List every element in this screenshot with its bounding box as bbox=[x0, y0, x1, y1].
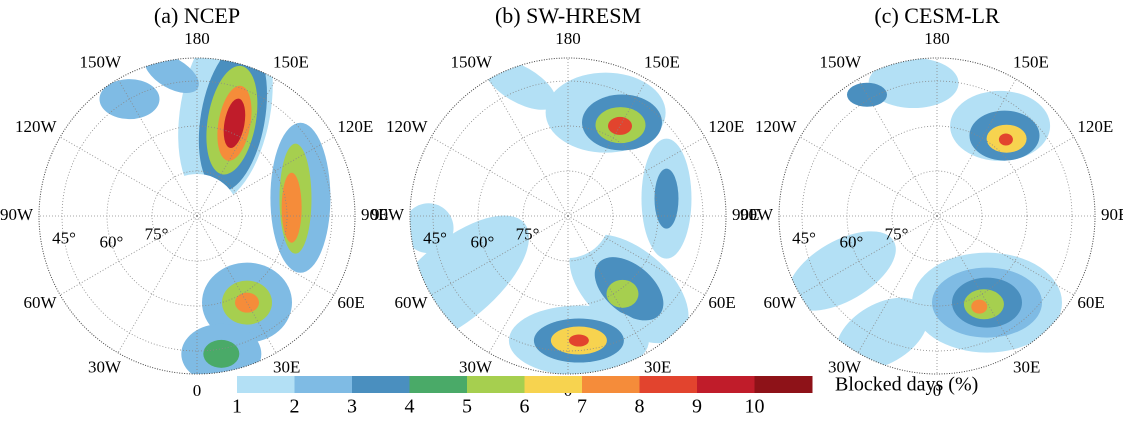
colorbar-box bbox=[352, 376, 410, 393]
longitude-label: 30E bbox=[273, 357, 300, 376]
longitude-label: 120E bbox=[337, 117, 373, 136]
longitude-label: 120W bbox=[386, 117, 429, 136]
panel-title: (c) CESM-LR bbox=[874, 3, 1000, 28]
polar-map: (a) NCEP180150E120E90E60E30E030W60W90W12… bbox=[0, 3, 388, 400]
colorbar-box bbox=[410, 376, 468, 393]
longitude-label: 60W bbox=[764, 293, 798, 312]
longitude-label: 120E bbox=[708, 117, 744, 136]
colorbar-tick-label: 8 bbox=[635, 396, 645, 418]
polar-map: (c) CESM-LR180150E120E90E60E30E030W60W90… bbox=[740, 3, 1123, 400]
longitude-label: 90W bbox=[371, 205, 405, 224]
latitude-label: 45° bbox=[52, 228, 76, 247]
panel-title: (a) NCEP bbox=[154, 3, 240, 28]
longitude-label: 150W bbox=[450, 52, 493, 71]
colorbar-tick-label: 6 bbox=[520, 396, 530, 418]
colorbar-box bbox=[467, 376, 525, 393]
longitude-label: 60E bbox=[337, 293, 364, 312]
longitude-label: 150E bbox=[1013, 52, 1049, 71]
longitude-label: 60E bbox=[708, 293, 735, 312]
longitude-label: 180 bbox=[184, 29, 210, 48]
colorbar-box bbox=[697, 376, 755, 393]
longitude-label: 90W bbox=[740, 205, 774, 224]
longitude-label: 120W bbox=[15, 117, 58, 136]
blocking-area bbox=[999, 133, 1013, 145]
longitude-label: 30E bbox=[644, 357, 671, 376]
blocking-field bbox=[361, 49, 709, 376]
longitude-label: 150W bbox=[79, 52, 122, 71]
longitude-label: 150E bbox=[644, 52, 680, 71]
colorbar-box bbox=[525, 376, 583, 393]
longitude-label: 150W bbox=[819, 52, 862, 71]
blocking-area bbox=[282, 173, 302, 243]
colorbar-box bbox=[755, 376, 813, 393]
colorbar-box bbox=[237, 376, 295, 393]
longitude-label: 120E bbox=[1077, 117, 1113, 136]
longitude-label: 30W bbox=[459, 357, 493, 376]
longitude-label: 120W bbox=[755, 117, 798, 136]
colorbar-box bbox=[582, 376, 640, 393]
latitude-label: 75° bbox=[516, 225, 540, 244]
longitude-label: 90E bbox=[1101, 205, 1123, 224]
longitude-label: 60E bbox=[1077, 293, 1104, 312]
colorbar-label: Blocked days (%) bbox=[835, 374, 978, 396]
latitude-label: 75° bbox=[145, 225, 169, 244]
polar-map: (b) SW-HRESM180150E120E90E60E30E030W60W9… bbox=[361, 3, 760, 400]
figure: (a) NCEP180150E120E90E60E30E030W60W90W12… bbox=[0, 0, 1123, 423]
latitude-label: 75° bbox=[885, 225, 909, 244]
blocking-area bbox=[569, 335, 589, 347]
longitude-label: 90W bbox=[0, 205, 34, 224]
latitude-label: 60° bbox=[839, 233, 863, 252]
longitude-label: 60W bbox=[395, 293, 429, 312]
colorbar-box bbox=[295, 376, 353, 393]
blocking-area bbox=[606, 280, 638, 308]
blocking-area bbox=[971, 300, 987, 314]
blocking-area bbox=[203, 340, 239, 368]
colorbar-box bbox=[640, 376, 698, 393]
longitude-label: 180 bbox=[924, 29, 950, 48]
colorbar-tick-label: 9 bbox=[692, 396, 702, 418]
blocking-area bbox=[608, 117, 632, 135]
longitude-label: 180 bbox=[555, 29, 581, 48]
colorbar-tick-label: 4 bbox=[405, 396, 415, 418]
latitude-label: 45° bbox=[792, 228, 816, 247]
latitude-label: 60° bbox=[99, 233, 123, 252]
blocking-area bbox=[847, 83, 887, 107]
colorbar-tick-label: 3 bbox=[347, 396, 357, 418]
longitude-label: 30W bbox=[88, 357, 122, 376]
latitude-label: 45° bbox=[423, 228, 447, 247]
longitude-label: 0 bbox=[193, 381, 202, 400]
longitude-label: 150E bbox=[273, 52, 309, 71]
colorbar: 1 2 3 4 5 6 7 8 9 10 Blocked days (%) bbox=[232, 374, 978, 418]
longitude-label: 30E bbox=[1013, 357, 1040, 376]
longitude-label: 60W bbox=[24, 293, 58, 312]
colorbar-tick-label: 10 bbox=[745, 396, 765, 418]
latitude-label: 60° bbox=[470, 233, 494, 252]
colorbar-tick-label: 2 bbox=[290, 396, 300, 418]
blocking-field bbox=[775, 58, 1062, 385]
panel-title: (b) SW-HRESM bbox=[495, 3, 641, 28]
colorbar-tick-label: 5 bbox=[462, 396, 472, 418]
colorbar-tick-label: 7 bbox=[577, 396, 587, 418]
colorbar-tick-label: 1 bbox=[232, 396, 242, 418]
